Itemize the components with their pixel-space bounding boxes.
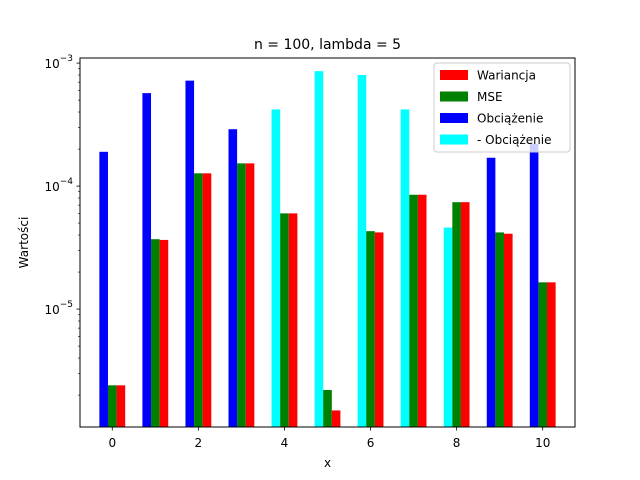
y-axis-label: Wartości bbox=[17, 217, 31, 269]
ticks-layer: 0 2 4 6 8 10 10−5 10−4 10−3 bbox=[44, 54, 550, 450]
bar-mse-7 bbox=[409, 194, 418, 427]
legend-swatch-mse bbox=[440, 91, 468, 102]
bar-wariancja-8 bbox=[460, 202, 470, 427]
bar-wariancja-5 bbox=[331, 410, 341, 427]
legend-label-obci-enie: Obciążenie bbox=[477, 112, 543, 126]
x-tick-label-10: 10 bbox=[535, 436, 550, 450]
bar-obci-enie-9 bbox=[486, 157, 496, 427]
bar-mse-1 bbox=[151, 239, 160, 427]
bar-mse-10 bbox=[538, 282, 548, 427]
bar-obci-enie-4 bbox=[271, 109, 281, 428]
bar-obci-enie-7 bbox=[400, 109, 410, 428]
bar-obci-enie-10 bbox=[529, 143, 539, 427]
legend-swatch-obci-enie bbox=[440, 134, 468, 145]
bars-layer bbox=[99, 71, 556, 428]
bar-wariancja-2 bbox=[202, 173, 212, 427]
bar-wariancja-3 bbox=[245, 163, 255, 427]
bar-obci-enie-5 bbox=[314, 71, 324, 428]
bar-mse-5 bbox=[323, 389, 332, 427]
bar-wariancja-1 bbox=[159, 239, 169, 427]
legend-swatch-obci-enie bbox=[440, 113, 468, 123]
y-tick-label-2: 10−3 bbox=[44, 54, 73, 71]
bar-obci-enie-2 bbox=[185, 80, 195, 427]
legend: Wariancja MSE Obciążenie - Obciążenie bbox=[433, 62, 571, 153]
bar-mse-8 bbox=[452, 202, 461, 427]
legend-label-wariancja: Wariancja bbox=[477, 69, 536, 83]
bar-mse-3 bbox=[237, 163, 246, 427]
chart-title: n = 100, lambda = 5 bbox=[254, 37, 401, 53]
x-tick-label-6: 6 bbox=[367, 436, 375, 450]
legend-swatch-wariancja bbox=[440, 70, 468, 80]
legend-label-mse: MSE bbox=[477, 90, 503, 104]
bar-wariancja-10 bbox=[547, 282, 556, 427]
bar-mse-2 bbox=[194, 173, 203, 427]
bar-obci-enie-6 bbox=[357, 75, 367, 427]
bar-wariancja-9 bbox=[503, 233, 513, 427]
x-axis-label: x bbox=[324, 456, 331, 470]
x-tick-label-4: 4 bbox=[281, 436, 289, 450]
y-tick-label-0: 10−5 bbox=[44, 300, 73, 317]
bar-mse-0 bbox=[107, 385, 117, 427]
legend-box bbox=[433, 62, 571, 153]
bar-obci-enie-8 bbox=[443, 227, 453, 427]
bar-wariancja-0 bbox=[116, 385, 126, 427]
bar-obci-enie-3 bbox=[228, 129, 238, 427]
plot-frame bbox=[79, 57, 576, 428]
bar-wariancja-4 bbox=[288, 213, 298, 427]
bar-mse-4 bbox=[280, 213, 289, 427]
bar-wariancja-7 bbox=[417, 194, 427, 427]
bar-obci-enie-1 bbox=[142, 93, 152, 428]
x-tick-label-0: 0 bbox=[108, 436, 116, 450]
x-tick-label-2: 2 bbox=[195, 436, 203, 450]
y-tick-label-1: 10−4 bbox=[44, 177, 73, 194]
bar-mse-9 bbox=[495, 232, 504, 427]
x-tick-label-8: 8 bbox=[453, 436, 461, 450]
bar-mse-6 bbox=[366, 231, 375, 427]
legend-label-obci-enie: - Obciążenie bbox=[477, 133, 552, 147]
bar-obci-enie-0 bbox=[99, 151, 108, 428]
bar-wariancja-6 bbox=[374, 232, 384, 427]
